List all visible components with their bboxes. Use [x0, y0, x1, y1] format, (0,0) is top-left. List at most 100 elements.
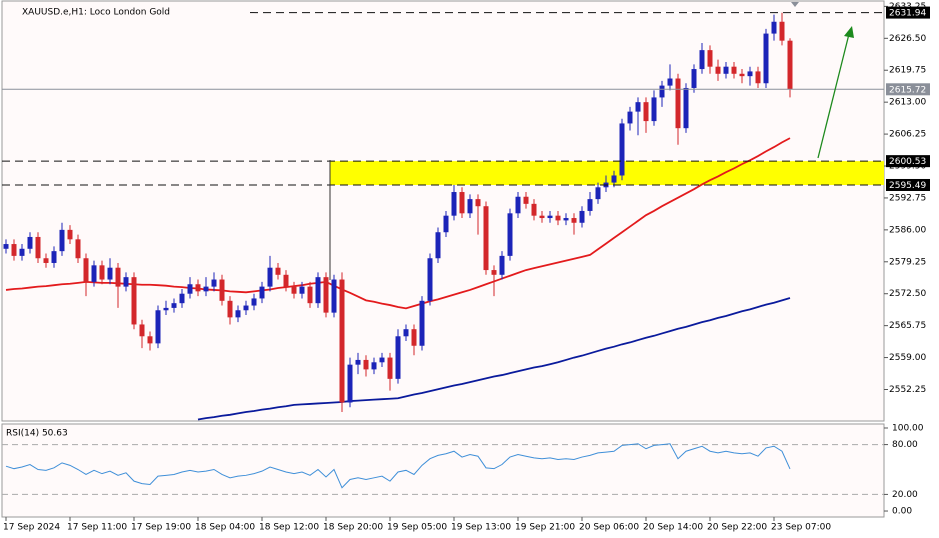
candle-body: [555, 215, 561, 221]
x-tick-label: 18 Sep 04:00: [195, 523, 255, 533]
candle-body: [19, 248, 25, 256]
candle-body: [283, 274, 289, 287]
candle-body: [395, 336, 401, 379]
candle-body: [51, 251, 57, 263]
moving-average: [5, 137, 791, 310]
candle-body: [387, 357, 393, 379]
candle-body: [307, 286, 313, 304]
candle-body: [403, 329, 409, 337]
level-label-box: [886, 6, 930, 19]
candle-body: [475, 199, 481, 207]
candle-body: [131, 277, 137, 325]
candle-body: [755, 71, 761, 84]
rsi-panel: [1, 423, 885, 518]
candle-body: [483, 206, 489, 271]
candle-body: [179, 293, 185, 304]
candle-body: [683, 87, 689, 129]
candle-body: [571, 218, 577, 223]
candle-body: [499, 255, 505, 275]
candle-body: [611, 175, 617, 183]
candle-body: [83, 258, 89, 282]
candle-body: [115, 267, 121, 287]
candle-body: [531, 203, 537, 216]
candle-body: [659, 85, 665, 98]
level-label: 2600.53: [889, 157, 926, 167]
candle-body: [107, 267, 113, 280]
candle-body: [739, 73, 745, 77]
candle-body: [539, 215, 545, 219]
candle-body: [771, 21, 777, 34]
candle-body: [227, 300, 233, 318]
candle-body: [163, 307, 169, 311]
candle-body: [27, 236, 33, 249]
candle-body: [267, 267, 273, 287]
candle-body: [3, 244, 9, 249]
x-tick-label: 19 Sep 13:00: [451, 523, 511, 533]
candle-body: [11, 244, 17, 256]
x-tick-label: 23 Sep 07:00: [771, 523, 831, 533]
candle-body: [595, 187, 601, 200]
candle-body: [243, 305, 249, 311]
candle-body: [563, 218, 569, 221]
period-marker: [791, 2, 799, 7]
candle-body: [643, 102, 649, 122]
candle-body: [291, 286, 297, 294]
chart-title: XAUUSD.e,H1: Loco London Gold: [22, 8, 170, 18]
candle-body: [523, 196, 529, 204]
y-tick-label: 2586.00: [889, 225, 926, 235]
candle-body: [763, 33, 769, 84]
level-label-box: [886, 155, 930, 168]
zone: [330, 161, 884, 185]
candle-body: [507, 213, 513, 256]
candle-body: [347, 364, 353, 403]
candle-body: [379, 357, 385, 363]
level-label: 2631.94: [889, 9, 926, 19]
candle-body: [651, 97, 657, 122]
x-tick-label: 19 Sep 21:00: [515, 523, 575, 533]
candle-body: [451, 192, 457, 216]
y-tick-label: 2572.50: [889, 289, 926, 299]
x-tick-label: 17 Sep 19:00: [131, 523, 191, 533]
rsi-line: [5, 443, 791, 489]
x-tick-label: 18 Sep 12:00: [259, 523, 319, 533]
x-tick-label: 19 Sep 05:00: [387, 523, 447, 533]
level-label: 2615.72: [889, 85, 926, 95]
candle-body: [187, 284, 193, 294]
y-tick-label: 80.00: [892, 440, 918, 450]
candle-body: [67, 229, 73, 240]
candle-body: [619, 123, 625, 176]
candle-body: [723, 66, 729, 74]
candle-body: [299, 286, 305, 294]
y-tick-label: 2606.25: [889, 130, 926, 140]
candle-body: [331, 279, 337, 313]
x-tick-label: 18 Sep 20:00: [323, 523, 383, 533]
candle-body: [467, 199, 473, 214]
candle-body: [515, 196, 521, 214]
candle-body: [787, 40, 793, 90]
candle-body: [707, 50, 713, 67]
candle-body: [155, 310, 161, 344]
x-tick-label: 17 Sep 2024: [3, 523, 60, 533]
y-tick-label: 2592.75: [889, 193, 926, 203]
y-tick-label: 2579.25: [889, 257, 926, 267]
candle-body: [667, 78, 673, 86]
candle-body: [435, 232, 441, 259]
candle-body: [99, 265, 105, 280]
candle-body: [211, 279, 217, 287]
candle-body: [355, 359, 361, 365]
candle-body: [203, 286, 209, 292]
candle-body: [59, 229, 65, 252]
candle-body: [587, 199, 593, 211]
plot-layer: [2, 12, 884, 495]
candle-body: [219, 279, 225, 301]
candle-body: [123, 277, 129, 287]
y-tick-label: 2565.75: [889, 321, 926, 331]
candle-body: [747, 71, 753, 77]
candle-body: [419, 300, 425, 346]
candle-body: [75, 239, 81, 259]
candle-body: [411, 329, 417, 346]
y-tick-label: 2619.75: [889, 66, 926, 76]
rsi-title: RSI(14) 50.63: [6, 429, 68, 439]
y-tick-label: 2626.50: [889, 34, 926, 44]
